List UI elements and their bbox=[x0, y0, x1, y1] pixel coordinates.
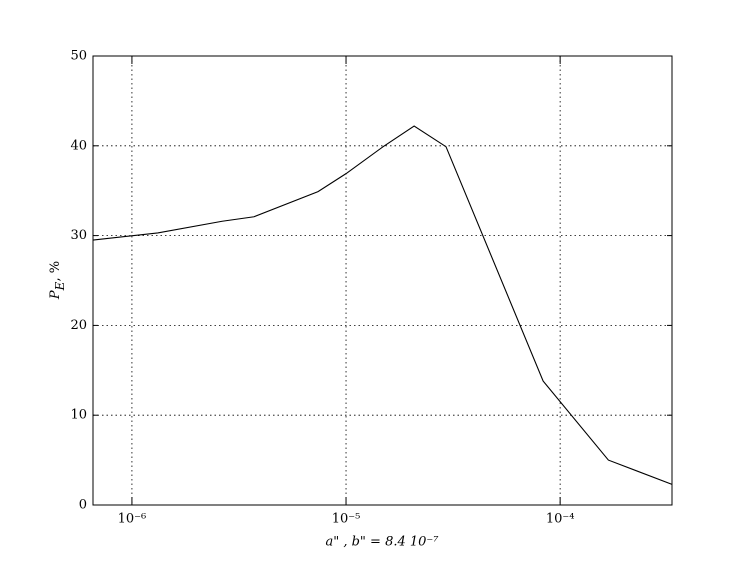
x-tick-label: 10⁻⁶ bbox=[118, 512, 147, 527]
x-tick-label: 10⁻⁴ bbox=[546, 512, 575, 527]
y-tick-label: 20 bbox=[70, 318, 87, 333]
x-axis-label: a" , b" = 8.4 10⁻⁷ bbox=[325, 535, 439, 550]
y-axis-label: PE, % bbox=[48, 261, 67, 300]
plot-frame bbox=[92, 55, 673, 506]
y-tick-label: 0 bbox=[79, 498, 87, 513]
y-tick-label: 40 bbox=[70, 138, 87, 153]
y-tick-label: 30 bbox=[70, 228, 87, 243]
y-tick-label: 10 bbox=[70, 408, 87, 423]
data-line bbox=[92, 125, 673, 485]
x-tick-label: 10⁻⁵ bbox=[332, 512, 361, 527]
y-tick-label: 50 bbox=[70, 49, 87, 64]
